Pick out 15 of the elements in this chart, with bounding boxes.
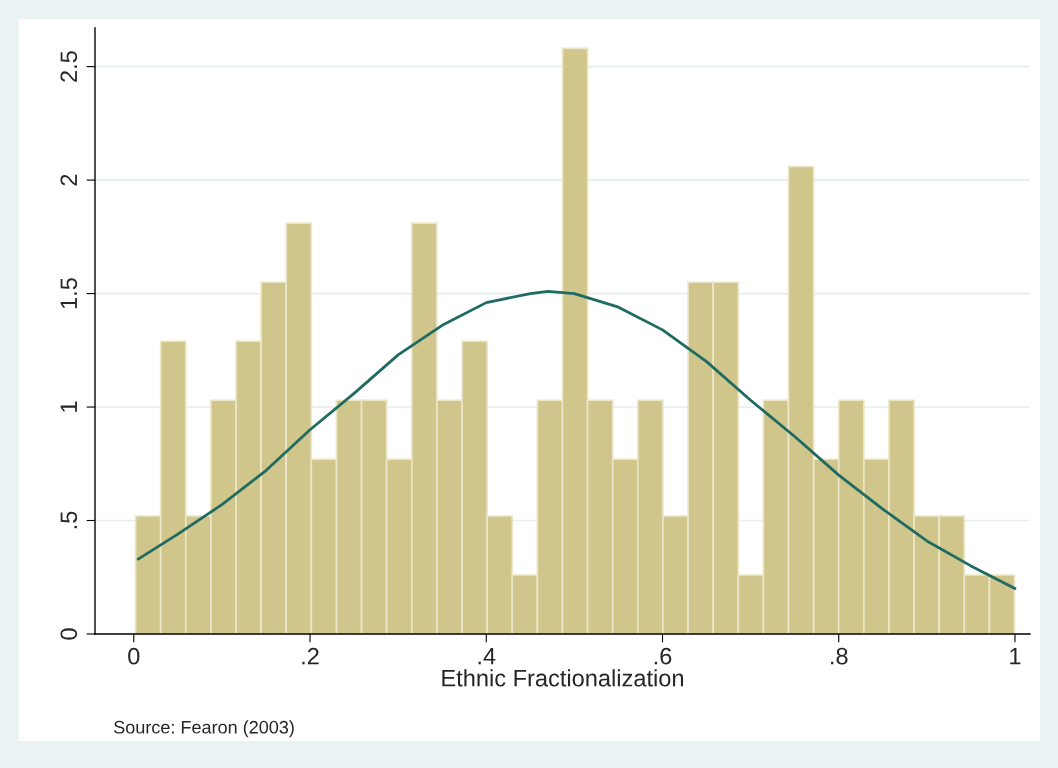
x-tick-label: 0 — [128, 647, 140, 665]
y-tick-label: .5 — [60, 511, 78, 529]
line-series — [136, 289, 1017, 590]
y-tick-label: 2 — [60, 174, 77, 186]
y-tick-label: 0 — [60, 628, 78, 640]
source-note: Source: Fearon (2003) — [114, 720, 294, 738]
y-tick-label: 2.5 — [60, 51, 78, 82]
x-axis-title: Ethnic Fractionalization — [442, 669, 684, 687]
y-tick-label: 1.5 — [60, 278, 78, 309]
x-tick-label: .8 — [831, 647, 848, 665]
y-tick-label: 1 — [60, 401, 77, 412]
x-tick-label: .6 — [654, 647, 672, 665]
x-tick-label: .4 — [478, 648, 496, 665]
x-tick-label: .2 — [302, 647, 319, 665]
x-tick-label: 1 — [1010, 648, 1021, 665]
